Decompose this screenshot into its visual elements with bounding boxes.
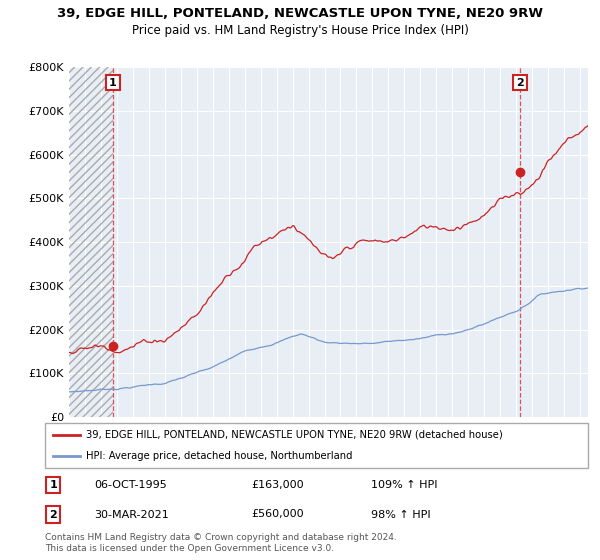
Text: £163,000: £163,000 bbox=[251, 480, 304, 490]
Text: 1: 1 bbox=[49, 480, 57, 490]
Text: £560,000: £560,000 bbox=[251, 510, 304, 520]
Text: 2: 2 bbox=[516, 78, 524, 88]
Text: 109% ↑ HPI: 109% ↑ HPI bbox=[371, 480, 437, 490]
Text: 1: 1 bbox=[109, 78, 117, 88]
Text: 39, EDGE HILL, PONTELAND, NEWCASTLE UPON TYNE, NE20 9RW (detached house): 39, EDGE HILL, PONTELAND, NEWCASTLE UPON… bbox=[86, 430, 502, 440]
Text: HPI: Average price, detached house, Northumberland: HPI: Average price, detached house, Nort… bbox=[86, 450, 352, 460]
Text: 2: 2 bbox=[49, 510, 57, 520]
Text: 98% ↑ HPI: 98% ↑ HPI bbox=[371, 510, 430, 520]
Text: Price paid vs. HM Land Registry's House Price Index (HPI): Price paid vs. HM Land Registry's House … bbox=[131, 24, 469, 36]
Text: 30-MAR-2021: 30-MAR-2021 bbox=[94, 510, 169, 520]
Text: 39, EDGE HILL, PONTELAND, NEWCASTLE UPON TYNE, NE20 9RW: 39, EDGE HILL, PONTELAND, NEWCASTLE UPON… bbox=[57, 7, 543, 20]
FancyBboxPatch shape bbox=[45, 423, 588, 468]
Text: Contains HM Land Registry data © Crown copyright and database right 2024.
This d: Contains HM Land Registry data © Crown c… bbox=[45, 533, 397, 553]
Text: 06-OCT-1995: 06-OCT-1995 bbox=[94, 480, 167, 490]
